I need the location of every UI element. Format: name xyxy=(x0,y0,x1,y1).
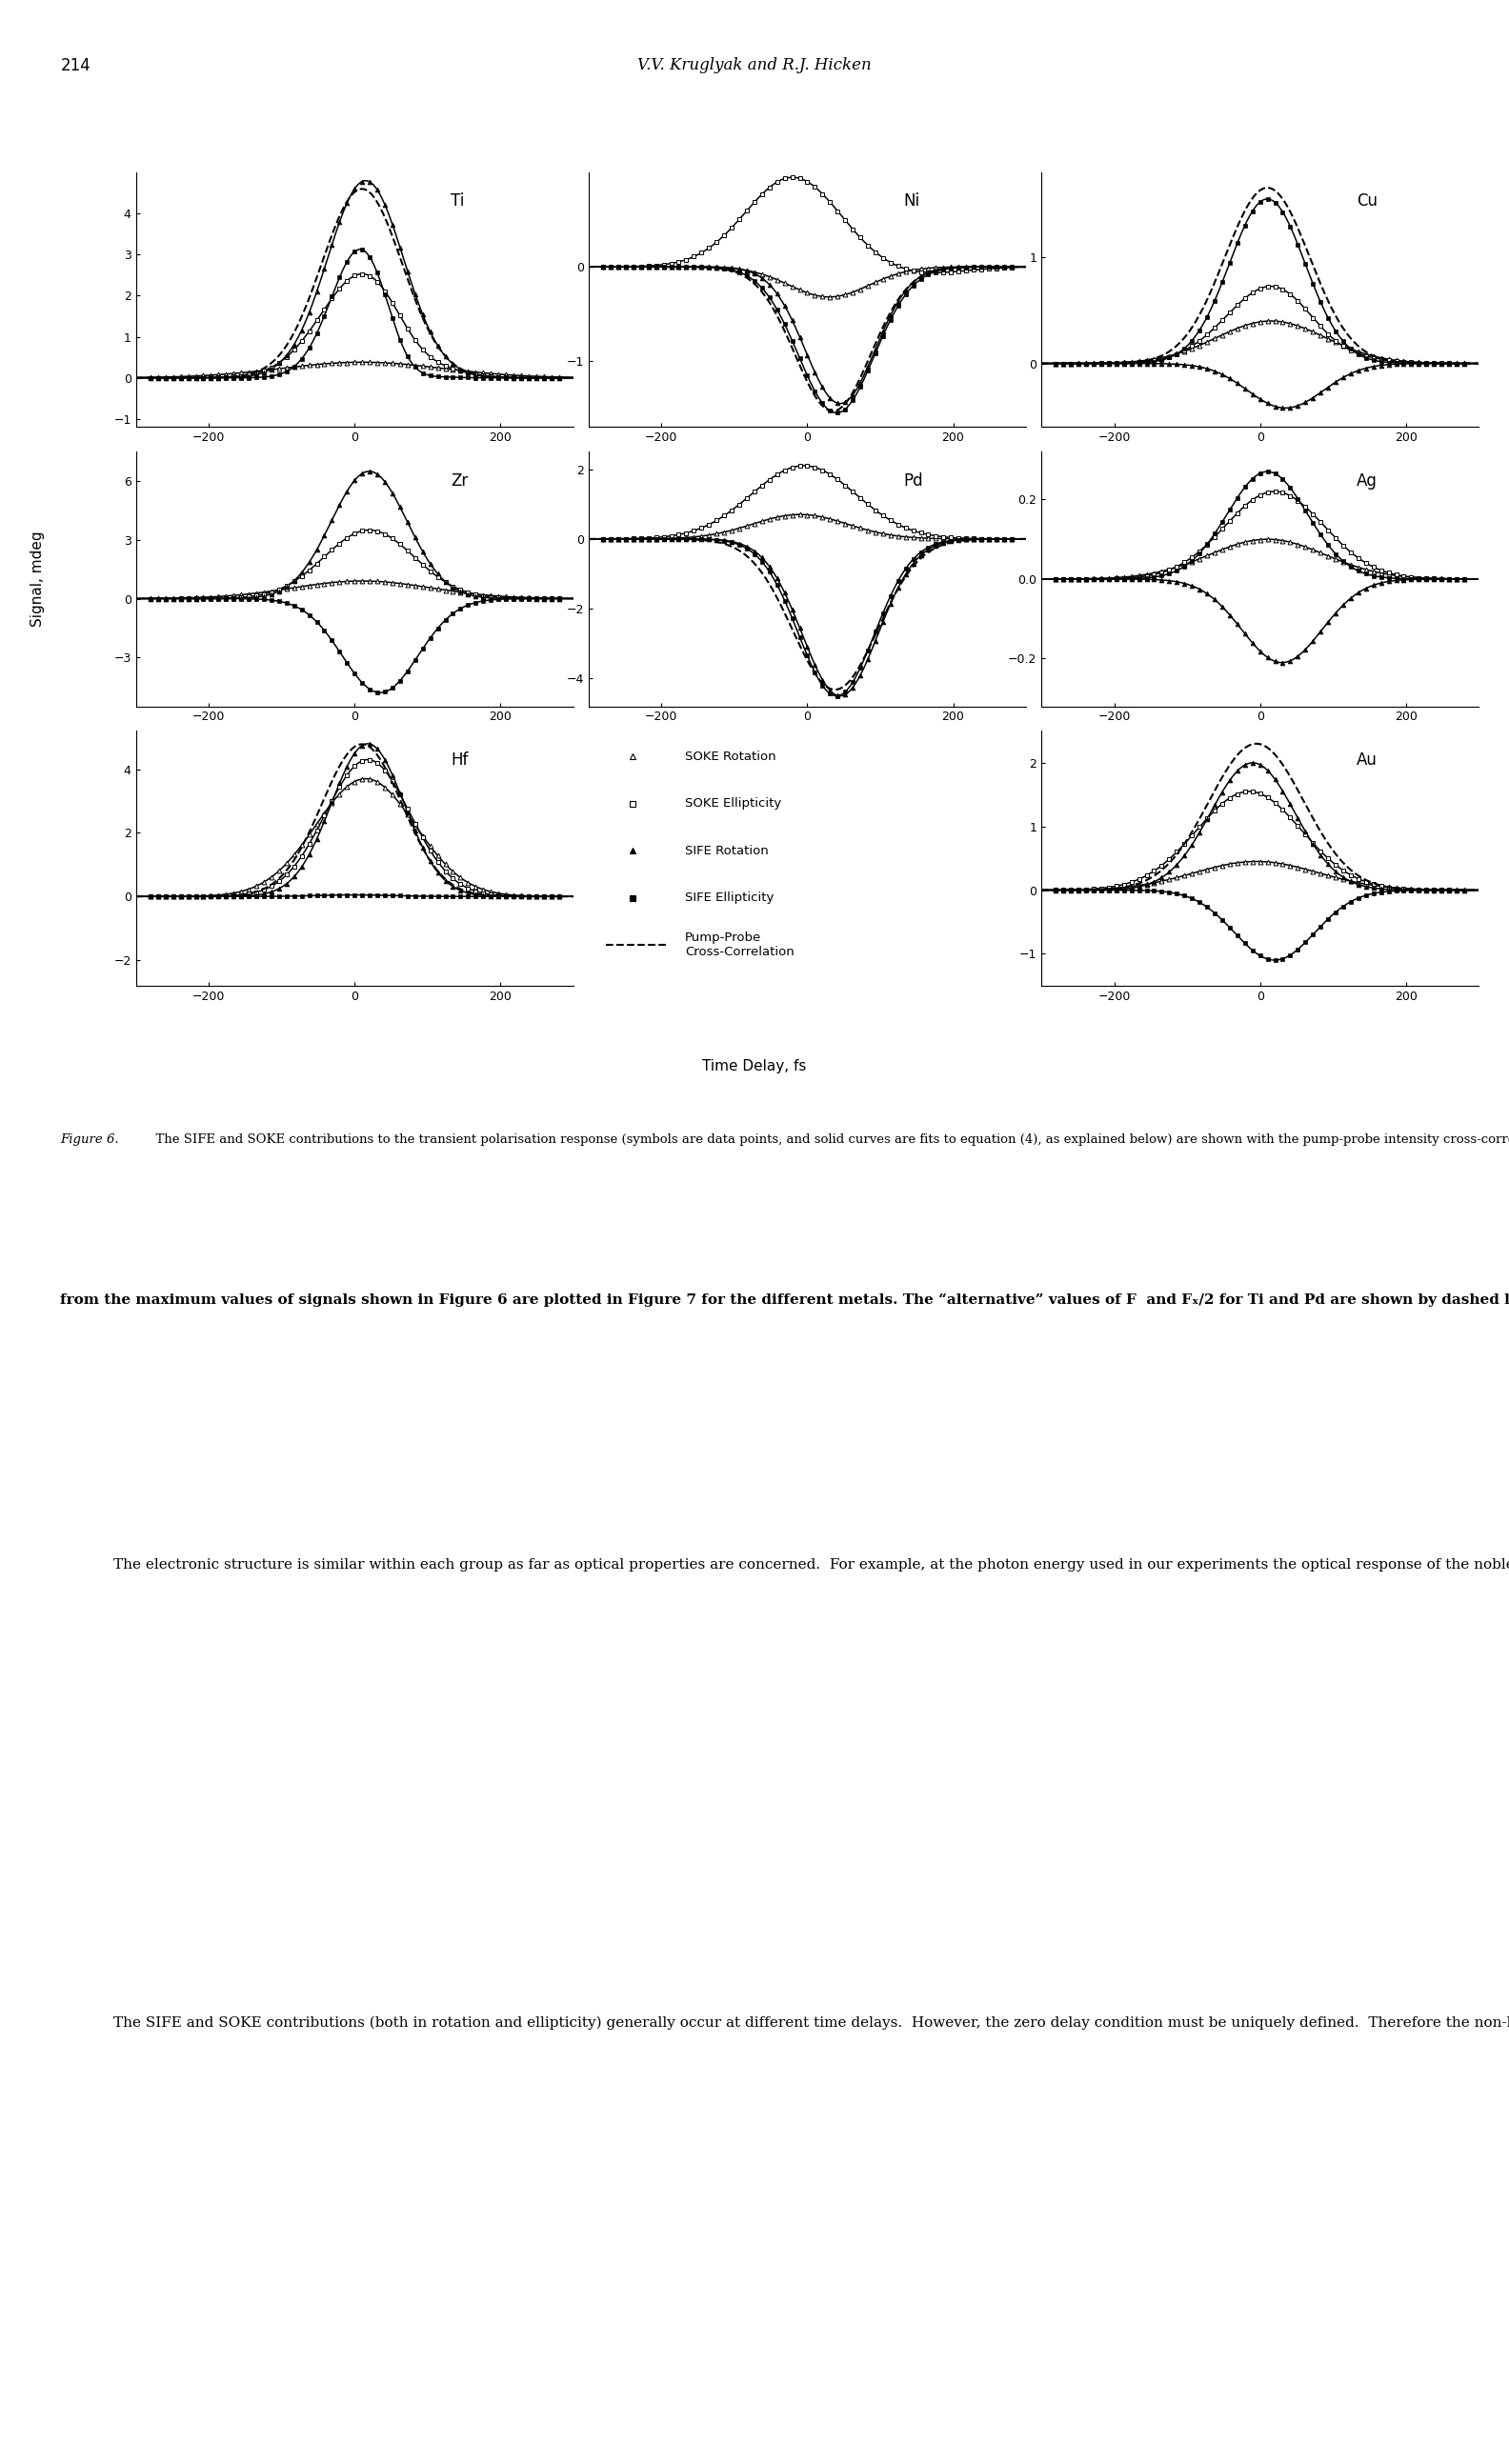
Text: Time Delay, fs: Time Delay, fs xyxy=(702,1060,807,1074)
Text: Pd: Pd xyxy=(904,473,924,490)
Text: SIFE Rotation: SIFE Rotation xyxy=(685,845,768,857)
Text: Zr: Zr xyxy=(451,473,468,490)
Text: from the maximum values of signals shown in Figure 6 are plotted in Figure 7 for: from the maximum values of signals shown… xyxy=(60,1294,1509,1308)
Text: Cu: Cu xyxy=(1357,192,1378,209)
Text: SIFE Ellipticity: SIFE Ellipticity xyxy=(685,892,774,904)
Text: Hf: Hf xyxy=(451,752,468,769)
Text: Signal, mdeg: Signal, mdeg xyxy=(30,532,45,626)
Text: V.V. Kruglyak and R.J. Hicken: V.V. Kruglyak and R.J. Hicken xyxy=(637,57,872,74)
Text: The electronic structure is similar within each group as far as optical properti: The electronic structure is similar with… xyxy=(113,1560,1509,1572)
Text: Ti: Ti xyxy=(451,192,465,209)
Text: Pump-Probe
Cross-Correlation: Pump-Probe Cross-Correlation xyxy=(685,931,794,958)
Text: Figure 6.: Figure 6. xyxy=(60,1133,119,1146)
Text: The SIFE and SOKE contributions (both in rotation and ellipticity) generally occ: The SIFE and SOKE contributions (both in… xyxy=(113,2016,1509,2030)
Text: SOKE Ellipticity: SOKE Ellipticity xyxy=(685,798,782,811)
Text: Au: Au xyxy=(1357,752,1378,769)
Text: Ag: Ag xyxy=(1357,473,1378,490)
Text: SOKE Rotation: SOKE Rotation xyxy=(685,749,776,764)
Text: Ni: Ni xyxy=(904,192,920,209)
Text: 214: 214 xyxy=(60,57,91,74)
Text: The SIFE and SOKE contributions to the transient polarisation response (symbols : The SIFE and SOKE contributions to the t… xyxy=(148,1133,1509,1146)
